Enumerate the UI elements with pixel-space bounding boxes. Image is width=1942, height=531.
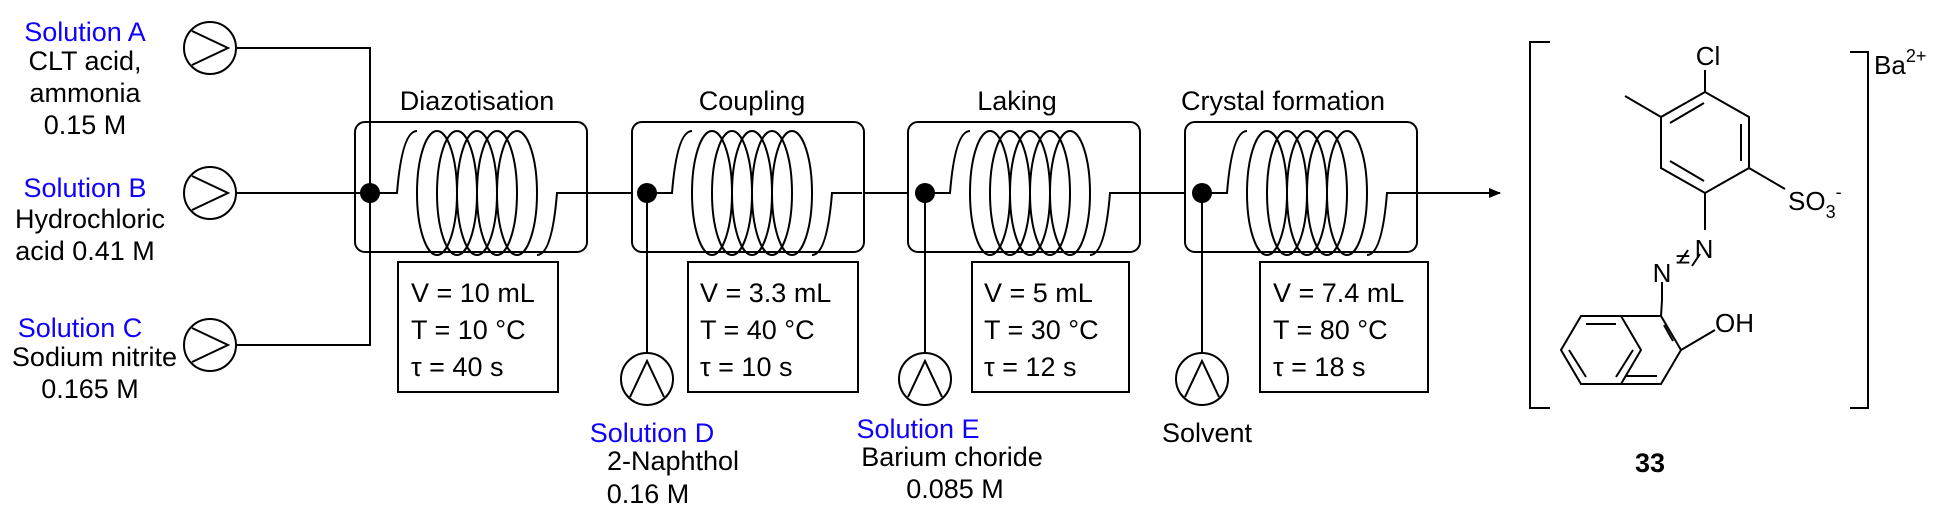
solution-b-line2: acid 0.41 M: [15, 236, 155, 266]
product-structure: Cl SO3- N = N OH Ba2+ 33: [1529, 41, 1926, 478]
solution-d-line2: 0.16 M: [607, 479, 690, 509]
stage-title-diazotisation: Diazotisation: [400, 86, 555, 116]
reactor-crystal-formation[interactable]: [1184, 121, 1418, 256]
residence-time-label: τ = 12 s: [984, 352, 1076, 382]
pump-icon[interactable]: [620, 352, 674, 406]
volume-label: V = 7.4 mL: [1273, 278, 1404, 308]
pump-icon[interactable]: [1175, 352, 1229, 406]
residence-time-label: τ = 40 s: [411, 352, 503, 382]
solution-e-line1: Barium choride: [861, 442, 1043, 472]
volume-label: V = 5 mL: [984, 278, 1093, 308]
compound-number: 33: [1635, 448, 1665, 478]
solution-d-line1: 2-Naphthol: [607, 446, 739, 476]
stage-title-coupling: Coupling: [699, 86, 806, 116]
mixing-junction: [637, 183, 657, 203]
pump-icon[interactable]: [898, 352, 952, 406]
reactor-diazotisation[interactable]: [354, 121, 588, 256]
feed-lines: [236, 47, 371, 346]
pump-icon[interactable]: [183, 318, 237, 372]
temperature-label: T = 80 °C: [1273, 315, 1388, 345]
solution-e-name: Solution E: [856, 414, 979, 444]
barium-counterion: Ba2+: [1874, 46, 1926, 80]
chlorine-label: Cl: [1696, 41, 1721, 71]
temperature-label: T = 40 °C: [700, 315, 815, 345]
pump-icon[interactable]: [183, 21, 237, 75]
pump-icon[interactable]: [183, 166, 237, 220]
solution-b-line1: Hydrochloric: [15, 204, 165, 234]
conditions-diazotisation: V = 10 mL T = 10 °C τ = 40 s: [397, 261, 559, 393]
residence-time-label: τ = 18 s: [1273, 352, 1365, 382]
solution-a-line2: ammonia: [29, 78, 141, 108]
conditions-crystal-formation: V = 7.4 mL T = 80 °C τ = 18 s: [1259, 261, 1429, 393]
solution-c-name: Solution C: [18, 313, 143, 343]
solution-a-line1: CLT acid,: [28, 46, 141, 76]
stage-title-crystal-formation: Crystal formation: [1181, 86, 1385, 116]
reactor-coupling[interactable]: [631, 121, 865, 256]
solution-a-name: Solution A: [24, 17, 146, 47]
conditions-laking: V = 5 mL T = 30 °C τ = 12 s: [971, 261, 1130, 393]
inlet-lines: [646, 193, 1203, 353]
mixing-junction: [360, 183, 380, 203]
hydroxyl-label: OH: [1715, 308, 1754, 338]
sulfonate-label: SO3-: [1788, 182, 1842, 222]
volume-label: V = 3.3 mL: [700, 278, 831, 308]
solution-c-line1: Sodium nitrite: [12, 342, 177, 372]
azo-bond-label: =: [1675, 244, 1690, 274]
mixing-junction: [915, 183, 935, 203]
solution-d-name: Solution D: [590, 418, 715, 448]
solution-e-line2: 0.085 M: [906, 474, 1004, 504]
solvent-label: Solvent: [1162, 418, 1253, 448]
nitrogen-label: N: [1695, 234, 1714, 264]
volume-label: V = 10 mL: [411, 278, 535, 308]
mixing-junction: [1192, 183, 1212, 203]
nitrogen-label: N: [1653, 258, 1672, 288]
conditions-coupling: V = 3.3 mL T = 40 °C τ = 10 s: [687, 261, 859, 393]
residence-time-label: τ = 10 s: [700, 352, 792, 382]
solution-a-line3: 0.15 M: [44, 110, 127, 140]
solution-b-name: Solution B: [23, 173, 146, 203]
temperature-label: T = 30 °C: [984, 315, 1099, 345]
reactor-laking[interactable]: [907, 121, 1141, 256]
temperature-label: T = 10 °C: [411, 315, 526, 345]
solution-c-line2: 0.165 M: [41, 374, 139, 404]
stage-title-laking: Laking: [977, 86, 1057, 116]
